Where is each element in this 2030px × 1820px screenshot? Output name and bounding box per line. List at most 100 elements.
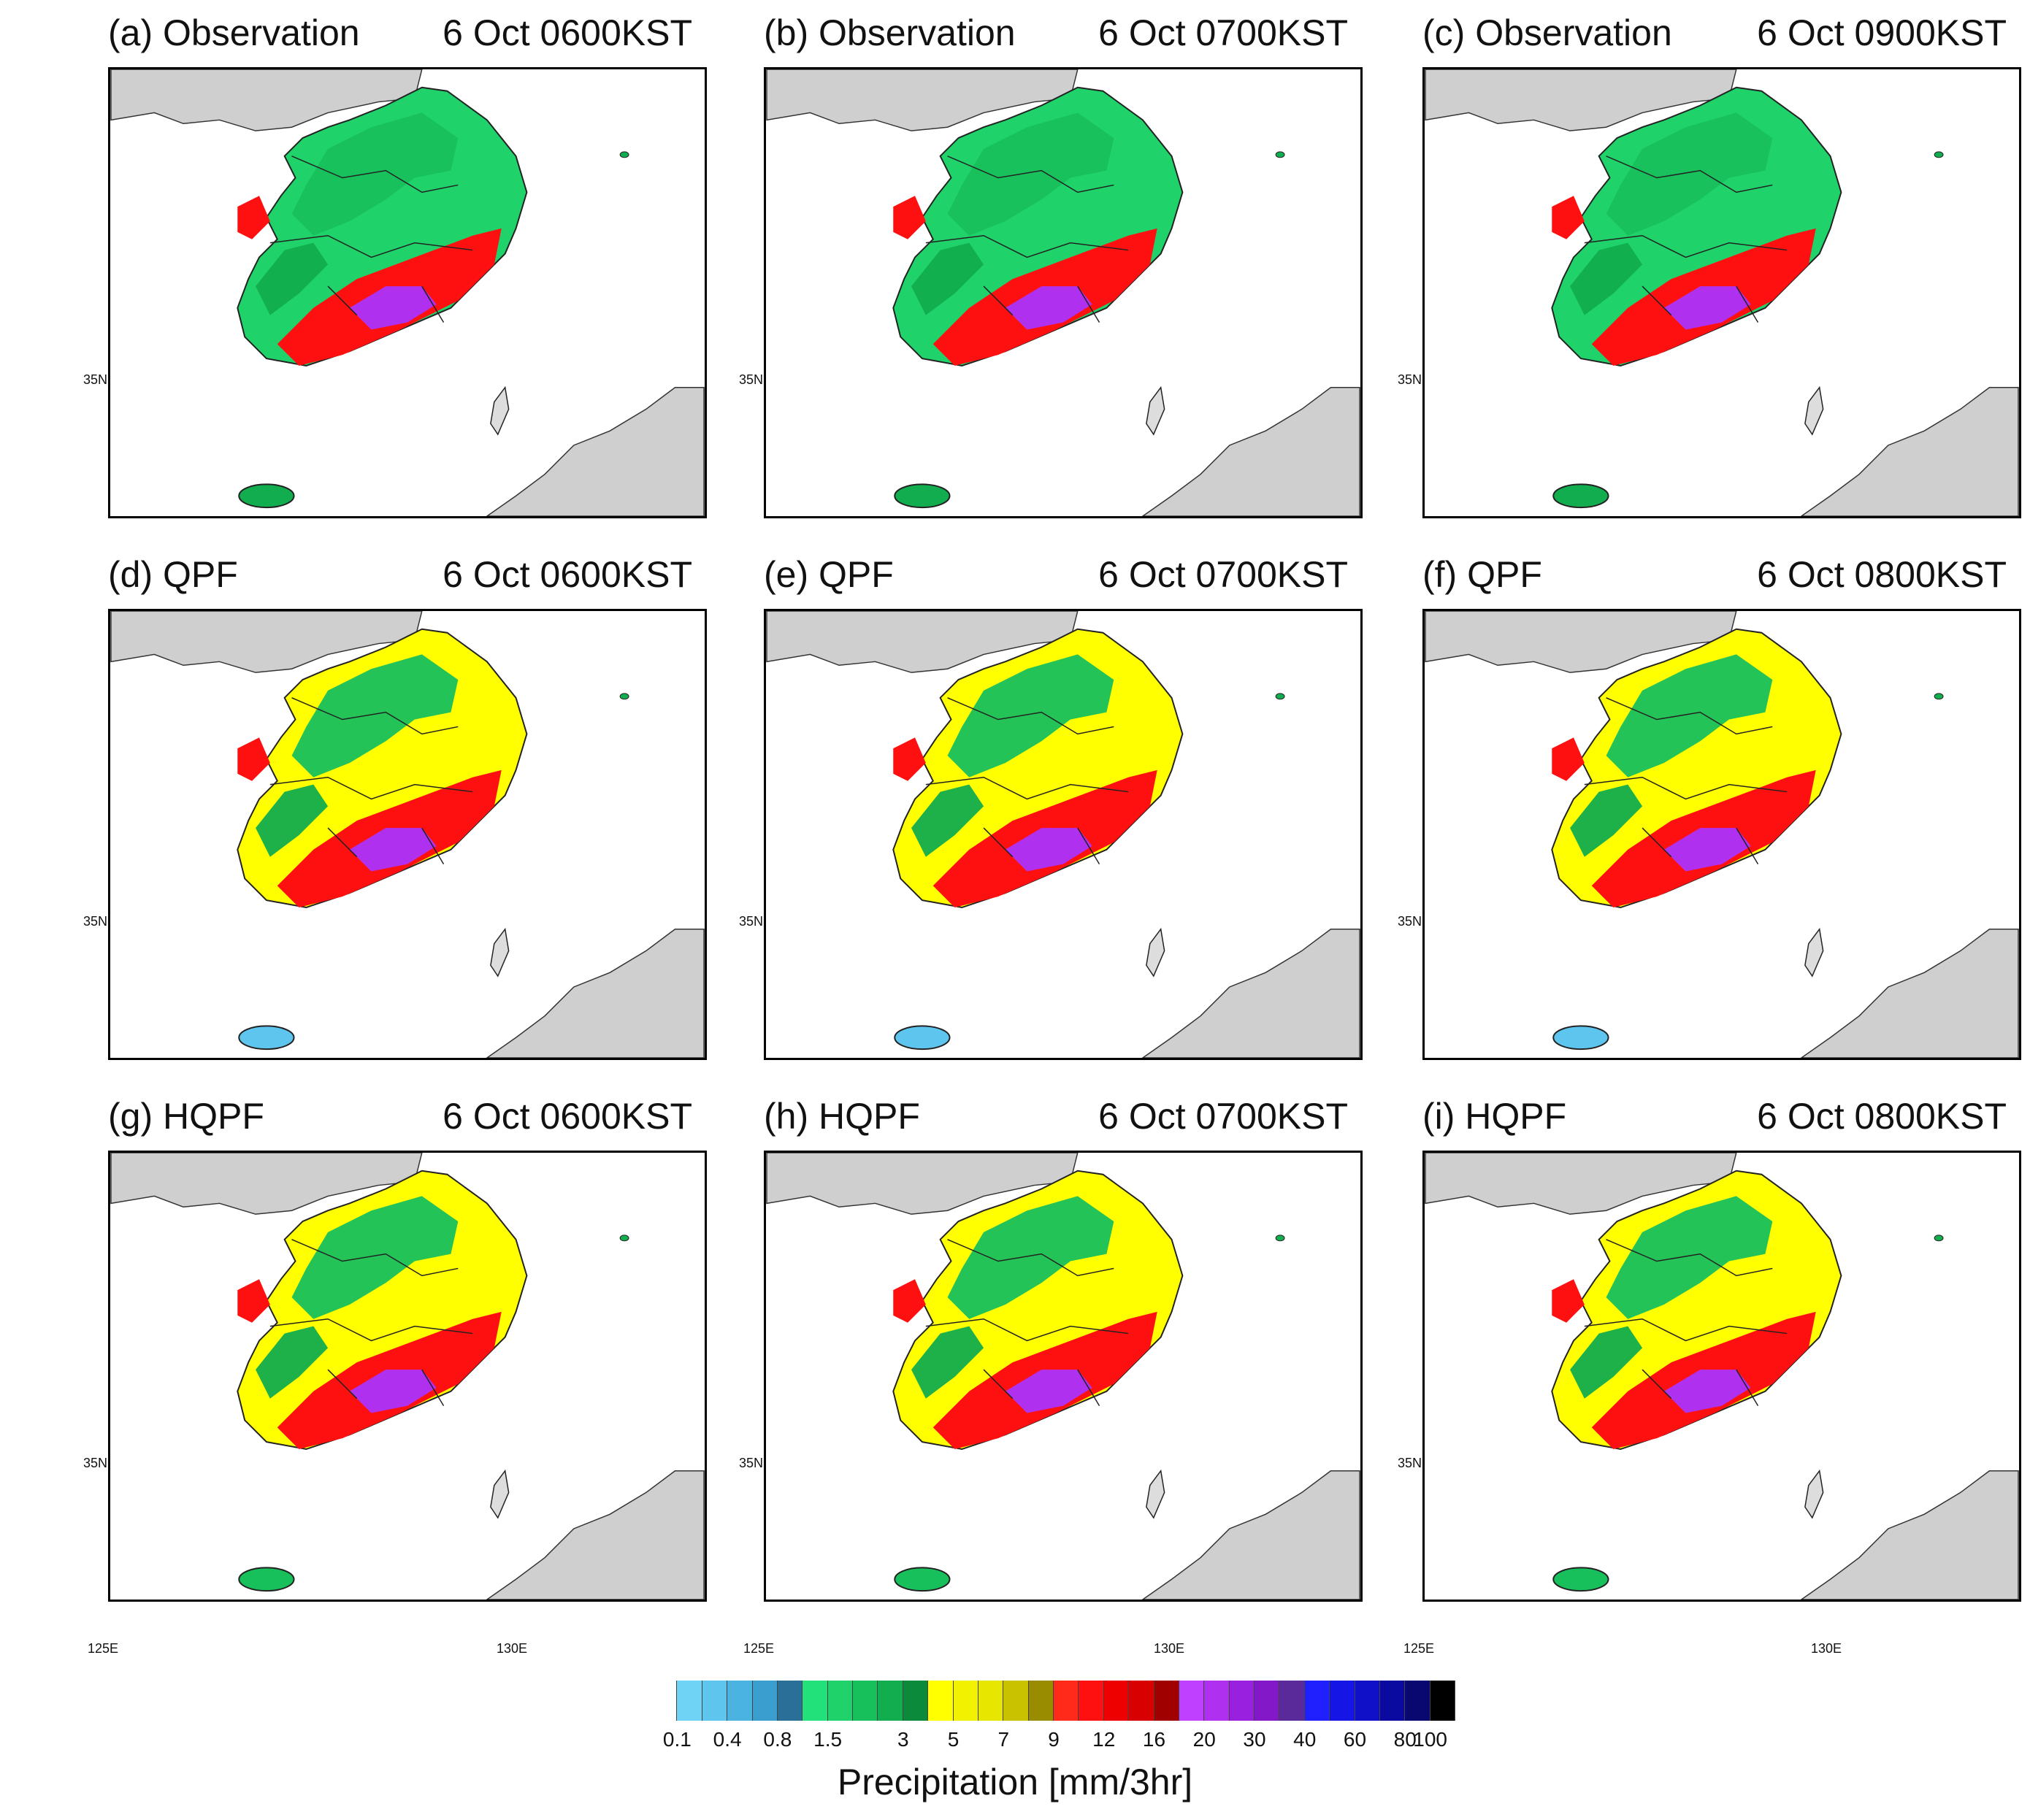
colorbar-title: Precipitation [mm/3hr]: [837, 1762, 1193, 1802]
precip-green-area: [291, 1196, 459, 1319]
japan-landmass: [1800, 1470, 2019, 1600]
precip-red-west: [893, 737, 926, 781]
precip-purple-area: [349, 828, 437, 872]
colorbar-cell: [777, 1681, 803, 1721]
tsushima-island: [1146, 927, 1165, 978]
panel-label: (d) QPF: [108, 554, 238, 595]
map-plot: [1425, 1153, 2019, 1600]
precip-purple-area: [1005, 286, 1092, 330]
precip-green-area: [947, 1196, 1114, 1319]
precip-green-west: [256, 1326, 329, 1399]
colorbar-cell: [953, 1681, 978, 1721]
map-panel: (d) QPF 6 Oct 0600KST 35N: [83, 549, 707, 1089]
ulleung-island: [1275, 693, 1285, 700]
precip-red-west: [1552, 737, 1585, 781]
map-frame: [1422, 609, 2021, 1060]
map-frame: [1422, 67, 2021, 518]
jeju-island: [894, 1567, 951, 1592]
lat-tick-label: 35N: [739, 1456, 764, 1470]
panel-title: (a) Observation 6 Oct 0600KST: [108, 7, 692, 58]
tsushima-island: [490, 385, 510, 436]
precip-red-west: [893, 196, 926, 239]
colorbar-tick-label: 16: [1142, 1728, 1166, 1751]
jeju-island: [238, 1025, 295, 1051]
colorbar-cell: [928, 1681, 954, 1721]
province-boundaries: [269, 697, 473, 864]
map-plot: [766, 69, 1360, 516]
colorbar-cell: [903, 1681, 929, 1721]
colorbar-cell: [1204, 1681, 1230, 1721]
lat-tick-label: 35N: [1398, 914, 1422, 929]
precip-green-west: [256, 242, 329, 315]
province-boundaries: [1584, 155, 1788, 323]
precip-green-west: [911, 242, 984, 315]
precip-green-area: [947, 112, 1114, 236]
map-plot: [110, 1153, 705, 1600]
colorbar-cell: [1229, 1681, 1255, 1721]
lon-tick-label: 125E: [88, 1641, 119, 1656]
panel-title: (h) HQPF 6 Oct 0700KST: [764, 1091, 1348, 1142]
precip-red-west: [893, 1279, 926, 1323]
panel-label: (e) QPF: [764, 554, 894, 595]
colorbar-cell: [1179, 1681, 1205, 1721]
colorbar-cell: [978, 1681, 1004, 1721]
colorbar-cell: [1079, 1681, 1104, 1721]
colorbar-tick-label: 7: [997, 1728, 1010, 1751]
colorbar-cell: [1304, 1681, 1330, 1721]
map-plot: [1425, 69, 2019, 516]
precip-green-area: [291, 112, 459, 236]
colorbar-cell: [827, 1681, 853, 1721]
map-plot: [766, 1153, 1360, 1600]
panel-title: (e) QPF 6 Oct 0700KST: [764, 549, 1348, 600]
map-frame: [1422, 1151, 2021, 1602]
panel-title: (i) HQPF 6 Oct 0800KST: [1422, 1091, 2007, 1142]
colorbar-cell: [1355, 1681, 1380, 1721]
map-frame: [108, 609, 707, 1060]
precip-green-west: [1570, 242, 1643, 315]
panel-time: 6 Oct 0700KST: [1098, 554, 1348, 595]
ulleung-island: [1934, 151, 1944, 158]
jeju-island: [1552, 1567, 1609, 1592]
colorbar-cell: [677, 1681, 702, 1721]
colorbar-cell: [853, 1681, 878, 1721]
japan-landmass: [486, 928, 705, 1058]
colorbar-tick-label: 0.8: [763, 1728, 792, 1751]
panel-time: 6 Oct 0700KST: [1098, 12, 1348, 53]
map-panel: (g) HQPF 6 Oct 0600KST 35N: [83, 1091, 707, 1631]
map-panel: (f) QPF 6 Oct 0800KST 35N: [1398, 549, 2021, 1089]
province-boundaries: [925, 1239, 1129, 1406]
map-panel: (i) HQPF 6 Oct 0800KST 35N: [1398, 1091, 2021, 1631]
ulleung-island: [1275, 1235, 1285, 1242]
province-boundaries: [925, 155, 1129, 323]
lat-tick-label: 35N: [739, 372, 764, 387]
lat-tick-label: 35N: [739, 914, 764, 929]
colorbar-tick-label: 9: [1048, 1728, 1060, 1751]
precip-green-area: [291, 654, 459, 777]
colorbar-cell: [803, 1681, 828, 1721]
ulleung-island: [619, 151, 629, 158]
panel-label: (c) Observation: [1422, 12, 1672, 53]
precip-red-west: [1552, 1279, 1585, 1323]
lon-tick-label: 130E: [1154, 1641, 1185, 1656]
precip-green-west: [1570, 784, 1643, 857]
map-plot: [110, 611, 705, 1058]
colorbar-cell: [702, 1681, 728, 1721]
panel-title: (f) QPF 6 Oct 0800KST: [1422, 549, 2007, 600]
colorbar-cell: [1405, 1681, 1430, 1721]
jeju-island: [894, 483, 951, 509]
map-frame: [764, 1151, 1363, 1602]
lat-tick-label: 35N: [83, 1456, 108, 1470]
panel-title: (d) QPF 6 Oct 0600KST: [108, 549, 692, 600]
precip-green-west: [911, 784, 984, 857]
precip-red-west: [237, 737, 270, 781]
colorbar-tick-label: 5: [947, 1728, 960, 1751]
ulleung-island: [1934, 1235, 1944, 1242]
map-frame: [764, 609, 1363, 1060]
precip-purple-area: [1663, 828, 1751, 872]
colorbar-tick-label: 12: [1092, 1728, 1116, 1751]
japan-landmass: [1141, 1470, 1360, 1600]
jeju-island: [238, 483, 295, 509]
lon-tick-label: 125E: [743, 1641, 775, 1656]
colorbar-cell: [1379, 1681, 1406, 1721]
panel-title: (b) Observation 6 Oct 0700KST: [764, 7, 1348, 58]
